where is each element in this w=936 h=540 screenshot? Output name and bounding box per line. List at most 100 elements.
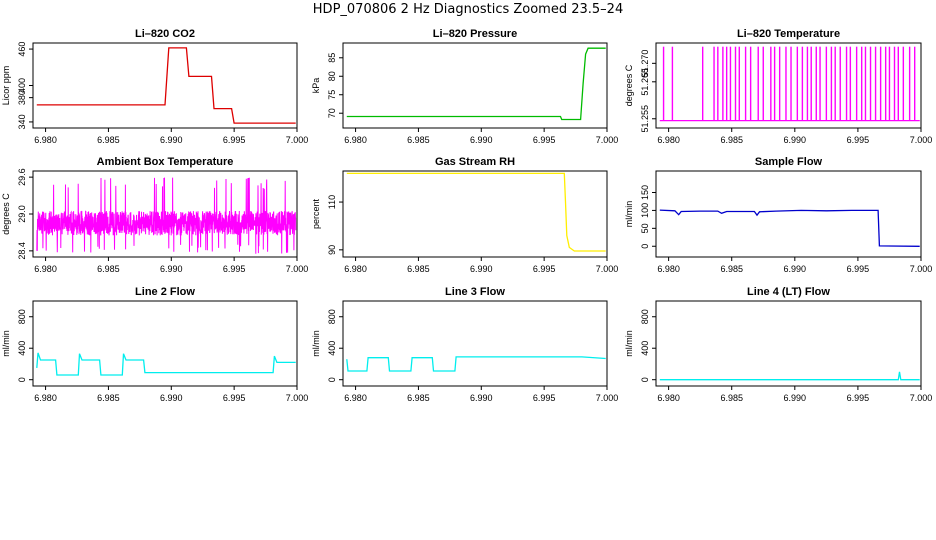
data-area — [659, 46, 920, 122]
y-tick-label: 50 — [640, 223, 650, 233]
data-area — [36, 352, 296, 376]
x-tick-label: 6.980 — [34, 264, 57, 274]
y-axis-label: ml/min — [311, 330, 321, 357]
x-tick-label: 6.985 — [720, 135, 743, 145]
plot-frame — [655, 42, 922, 129]
x-tick-label: 6.995 — [847, 393, 870, 403]
x-tick-label: 6.980 — [34, 135, 57, 145]
series-line — [346, 172, 606, 252]
x-tick-label: 6.995 — [847, 135, 870, 145]
panel-ambient: Ambient Box Temperature degrees C 6.980 6.9… — [1, 156, 308, 274]
x-tick-label: 6.990 — [470, 264, 493, 274]
x-tick-label: 6.995 — [847, 264, 870, 274]
plot-frame — [32, 42, 298, 129]
x-tick-label: 6.980 — [344, 264, 367, 274]
series-line — [659, 371, 920, 381]
x-tick-label: 6.980 — [34, 393, 57, 403]
y-tick-label: 0 — [17, 377, 27, 382]
panel-temperature: Li–820 Temperature degrees C 6.980 6.985 6.9… — [624, 28, 932, 145]
x-tick-label: 7.000 — [596, 135, 619, 145]
x-tick-label: 7.000 — [286, 393, 309, 403]
y-axis-label: degrees C — [1, 193, 11, 235]
y-tick-label: 800 — [327, 309, 337, 324]
y-tick-label: 90 — [327, 245, 337, 255]
y-tick-label: 400 — [640, 341, 650, 356]
y-axis-label: Licor ppm — [1, 66, 11, 106]
x-tick-label: 6.980 — [344, 393, 367, 403]
series-line — [36, 352, 296, 376]
panel-title: Li–820 CO2 — [135, 28, 195, 40]
x-tick-label: 6.980 — [657, 135, 680, 145]
x-tick-label: 7.000 — [596, 393, 619, 403]
y-tick-label: 28.4 — [17, 242, 27, 260]
data-area — [36, 47, 296, 124]
plot-frame — [655, 170, 922, 258]
y-axis-label: degrees C — [624, 64, 634, 106]
data-area — [346, 172, 606, 252]
panel-title: Li–820 Pressure — [433, 28, 517, 40]
data-area — [659, 371, 920, 381]
y-tick-label: 0 — [640, 377, 650, 382]
data-area — [346, 356, 606, 372]
panel-title: Li–820 Temperature — [737, 28, 840, 40]
panel-title: Line 2 Flow — [135, 286, 195, 298]
plot-frame — [342, 170, 608, 258]
data-area — [346, 47, 606, 121]
panel-title: Sample Flow — [755, 156, 823, 168]
x-tick-label: 7.000 — [910, 264, 933, 274]
y-tick-label: 150 — [640, 185, 650, 200]
y-tick-label: 0 — [640, 244, 650, 249]
y-tick-label: 800 — [640, 309, 650, 324]
series-line — [36, 177, 297, 254]
y-tick-label: 70 — [327, 108, 337, 118]
y-tick-label: 29.6 — [17, 168, 27, 186]
x-tick-label: 7.000 — [596, 264, 619, 274]
x-tick-label: 6.980 — [657, 264, 680, 274]
y-tick-label: 85 — [327, 53, 337, 63]
x-tick-label: 6.995 — [223, 264, 246, 274]
x-tick-label: 6.985 — [97, 393, 120, 403]
y-tick-label: 100 — [640, 203, 650, 218]
y-axis-label: ml/min — [1, 330, 11, 357]
x-tick-label: 6.995 — [223, 135, 246, 145]
series-line — [36, 47, 296, 124]
x-tick-label: 6.990 — [784, 135, 807, 145]
panel-title: Line 4 (LT) Flow — [747, 286, 830, 298]
plot-frame — [655, 300, 922, 387]
y-axis-label: percent — [311, 198, 321, 229]
y-tick-label: 460 — [17, 42, 27, 57]
x-tick-label: 6.990 — [784, 393, 807, 403]
panel-title: Line 3 Flow — [445, 286, 505, 298]
x-tick-label: 6.985 — [720, 264, 743, 274]
x-tick-label: 6.995 — [533, 135, 556, 145]
panel-rh: Gas Stream RH percent 6.980 6.985 6.990 6.995… — [311, 156, 618, 274]
x-tick-label: 7.000 — [286, 135, 309, 145]
x-tick-label: 6.995 — [533, 393, 556, 403]
panel-title: Ambient Box Temperature — [97, 156, 234, 168]
x-tick-label: 6.985 — [97, 135, 120, 145]
series-line — [346, 356, 606, 372]
panel-line4: Line 4 (LT) Flow ml/min 6.980 6.985 6.990 6.9… — [624, 286, 932, 403]
x-tick-label: 6.990 — [470, 393, 493, 403]
panel-sample: Sample Flow ml/min 6.980 6.985 6.990 6.995 7.0… — [624, 156, 932, 274]
y-tick-label: 800 — [17, 309, 27, 324]
x-tick-label: 6.985 — [407, 393, 430, 403]
data-area — [36, 177, 297, 254]
x-tick-label: 6.990 — [160, 393, 183, 403]
plot-frame — [342, 42, 608, 129]
plot-frame — [32, 300, 298, 387]
x-tick-label: 6.990 — [470, 135, 493, 145]
panel-pressure: Li–820 Pressure kPa 6.980 6.985 6.990 6.995 7.… — [311, 28, 618, 145]
x-tick-label: 7.000 — [286, 264, 309, 274]
x-tick-label: 6.995 — [223, 393, 246, 403]
plot-frame — [342, 300, 608, 387]
x-tick-label: 6.990 — [160, 264, 183, 274]
y-axis-label: kPa — [311, 78, 321, 94]
y-tick-label: 29.0 — [17, 205, 27, 223]
series-line — [659, 209, 920, 247]
x-tick-label: 6.980 — [344, 135, 367, 145]
y-tick-label: 0 — [327, 377, 337, 382]
y-tick-label: 75 — [327, 90, 337, 100]
y-tick-label: 51.265 — [640, 68, 650, 96]
x-tick-label: 6.990 — [160, 135, 183, 145]
